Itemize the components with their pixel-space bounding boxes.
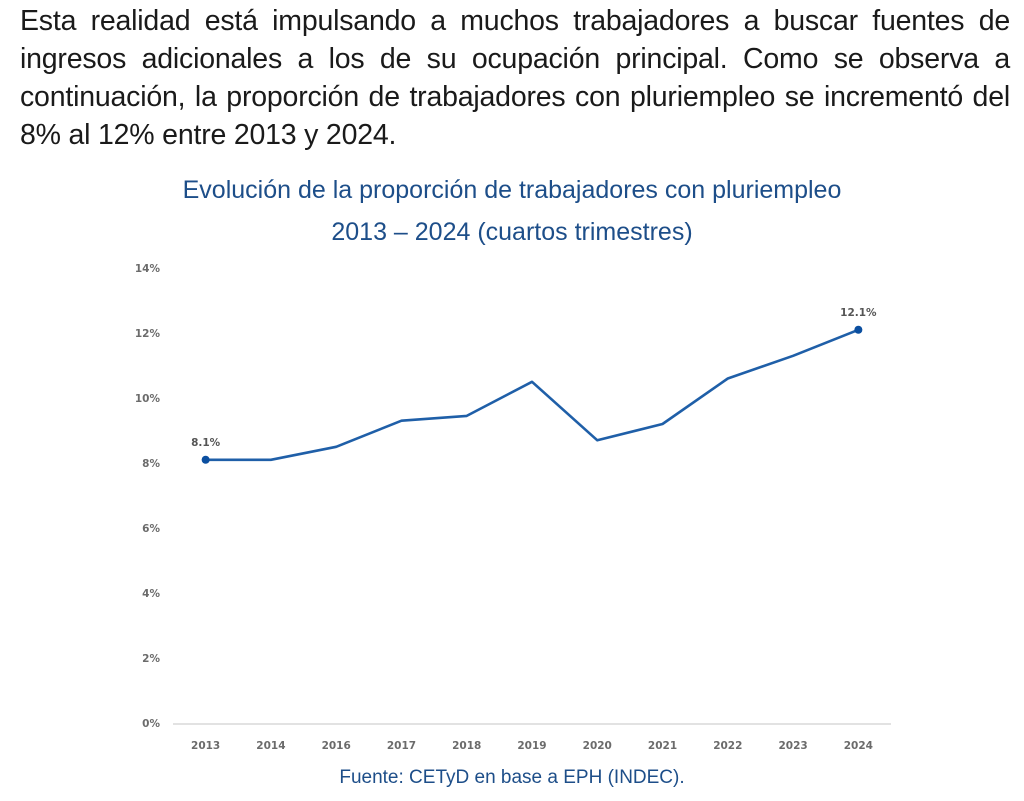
x-tick-label: 2014: [256, 740, 285, 752]
series-line: [205, 328, 859, 462]
x-tick-label: 2021: [648, 740, 677, 752]
y-tick-label: 8%: [142, 458, 160, 470]
x-tick-label: 2017: [387, 740, 416, 752]
y-tick-label: 4%: [142, 588, 160, 600]
chart-subtitle: 2013 – 2024 (cuartos trimestres): [331, 218, 693, 246]
y-tick-label: 0%: [142, 718, 160, 730]
source-note: Fuente: CETyD en base a EPH (INDEC).: [339, 767, 685, 788]
intro-paragraph: Esta realidad está impulsando a muchos t…: [20, 5, 1010, 151]
x-tick-label: 2013: [191, 740, 220, 752]
data-labels: 8.1% 12.1%: [191, 307, 877, 449]
x-tick-label: 2018: [452, 740, 481, 752]
y-tick-label: 6%: [142, 523, 160, 535]
y-tick-label: 12%: [135, 328, 161, 340]
x-tick-label: 2024: [844, 740, 873, 752]
data-markers: [201, 325, 863, 464]
chart-title: Evolución de la proporción de trabajador…: [182, 176, 842, 204]
data-point-marker: [201, 455, 210, 464]
x-tick-label: 2023: [778, 740, 807, 752]
x-tick-label: 2019: [517, 740, 546, 752]
data-point-marker: [854, 325, 863, 334]
x-axis: 2013 2014 2016 2017 2018 2019 2020 2021 2022 2023…: [191, 740, 873, 752]
y-tick-label: 2%: [142, 653, 160, 665]
x-tick-label: 2016: [322, 740, 351, 752]
x-tick-label: 2020: [583, 740, 612, 752]
y-tick-label: 10%: [135, 393, 161, 405]
y-axis: 0% 2% 4% 6% 8% 10% 12% 14%: [135, 263, 161, 730]
y-tick-label: 14%: [135, 263, 161, 275]
data-label: 8.1%: [191, 437, 221, 449]
x-tick-label: 2022: [713, 740, 742, 752]
data-label: 12.1%: [840, 307, 877, 319]
